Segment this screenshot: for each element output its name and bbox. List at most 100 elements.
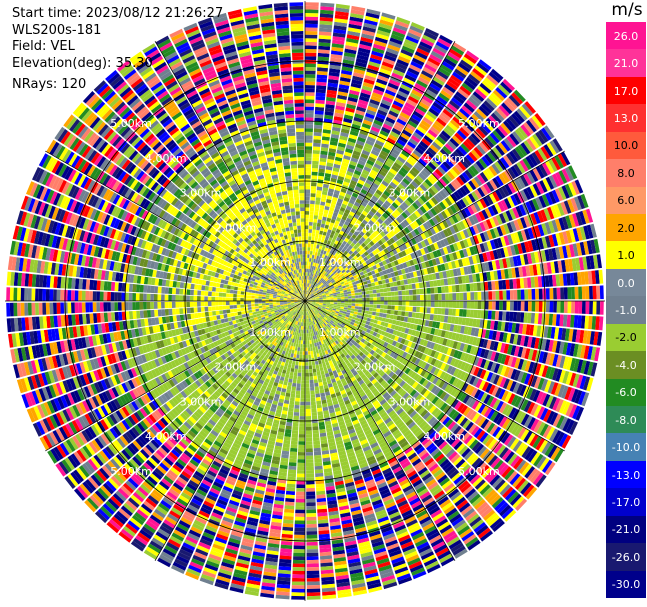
velocity-cell — [444, 285, 449, 293]
velocity-cell — [452, 166, 461, 176]
velocity-cell — [382, 228, 389, 235]
velocity-cell — [320, 249, 324, 254]
velocity-cell — [312, 247, 316, 252]
velocity-cell — [364, 75, 376, 82]
velocity-cell — [306, 455, 314, 460]
velocity-cell — [418, 313, 424, 319]
velocity-cell — [446, 170, 456, 180]
velocity-cell — [354, 113, 364, 120]
velocity-cell — [560, 301, 565, 313]
velocity-cell — [328, 79, 339, 84]
velocity-cell — [324, 247, 329, 252]
velocity-cell — [311, 233, 316, 237]
velocity-cell — [313, 444, 321, 449]
velocity-cell — [319, 282, 323, 286]
velocity-cell — [404, 126, 414, 135]
velocity-cell — [305, 444, 313, 449]
velocity-cell — [317, 259, 321, 264]
velocity-cell — [448, 301, 453, 308]
velocity-cell — [306, 556, 319, 561]
velocity-cell — [358, 43, 372, 51]
velocity-cell — [451, 308, 456, 316]
velocity-cell — [305, 117, 314, 122]
velocity-cell — [306, 495, 316, 499]
velocity-cell — [385, 226, 392, 233]
velocity-cell — [446, 103, 458, 113]
velocity-cell — [343, 250, 349, 256]
velocity-cell — [308, 261, 311, 266]
velocity-cell — [443, 57, 457, 68]
velocity-cell — [394, 305, 399, 311]
velocity-cell — [305, 383, 310, 388]
velocity-cell — [478, 142, 489, 153]
velocity-cell — [456, 176, 465, 186]
velocity-cell — [305, 268, 307, 273]
velocity-cell — [485, 97, 498, 109]
velocity-cell — [344, 110, 355, 117]
velocity-cell — [314, 117, 323, 122]
velocity-cell — [387, 82, 399, 90]
velocity-cell — [319, 157, 327, 163]
velocity-cell — [402, 164, 411, 172]
velocity-cell — [324, 224, 329, 229]
velocity-cell — [333, 299, 338, 301]
velocity-cell — [385, 89, 396, 97]
velocity-cell — [333, 266, 338, 271]
velocity-cell — [491, 310, 496, 320]
velocity-cell — [305, 214, 309, 219]
velocity-cell — [311, 171, 318, 176]
velocity-cell — [456, 129, 467, 140]
velocity-cell — [358, 245, 364, 251]
velocity-cell — [319, 272, 323, 277]
velocity-cell — [383, 143, 393, 151]
velocity-cell — [332, 243, 337, 248]
velocity-cell — [361, 248, 367, 254]
velocity-cell — [396, 59, 409, 67]
velocity-cell — [340, 128, 350, 134]
velocity-cell — [338, 139, 347, 145]
velocity-cell — [310, 293, 314, 297]
velocity-cell — [374, 220, 381, 227]
velocity-cell — [486, 134, 498, 146]
velocity-cell — [426, 110, 438, 120]
velocity-cell — [397, 90, 409, 99]
velocity-cell — [427, 57, 441, 67]
velocity-cell — [329, 249, 334, 255]
velocity-cell — [306, 585, 321, 589]
velocity-cell — [359, 213, 366, 220]
velocity-cell — [311, 361, 316, 366]
velocity-cell — [346, 100, 357, 106]
velocity-cell — [347, 214, 354, 220]
velocity-cell — [305, 139, 313, 143]
velocity-cell — [326, 240, 331, 245]
velocity-cell — [314, 207, 320, 212]
velocity-cell — [332, 227, 337, 232]
velocity-cell — [368, 61, 381, 68]
velocity-cell — [368, 210, 375, 217]
velocity-cell — [400, 83, 412, 92]
velocity-cell — [320, 197, 327, 203]
velocity-cell — [338, 222, 344, 227]
velocity-cell — [323, 125, 332, 131]
velocity-cell — [427, 85, 439, 95]
velocity-cell — [315, 200, 321, 205]
velocity-cell — [317, 237, 322, 242]
velocity-cell — [362, 169, 370, 176]
velocity-cell — [307, 291, 310, 295]
velocity-cell — [317, 407, 323, 412]
velocity-cell — [310, 294, 314, 297]
velocity-cell — [500, 122, 511, 135]
velocity-cell — [365, 294, 370, 298]
velocity-cell — [310, 280, 313, 285]
velocity-cell — [305, 70, 316, 75]
velocity-cell — [408, 214, 416, 222]
velocity-cell — [398, 135, 408, 144]
velocity-cell — [324, 176, 331, 182]
velocity-cell — [401, 150, 410, 158]
velocity-cell — [326, 260, 331, 265]
velocity-cell — [395, 142, 404, 150]
velocity-cell — [491, 281, 496, 290]
velocity-cell — [309, 383, 314, 388]
velocity-cell — [382, 283, 387, 289]
velocity-cell — [310, 284, 314, 289]
